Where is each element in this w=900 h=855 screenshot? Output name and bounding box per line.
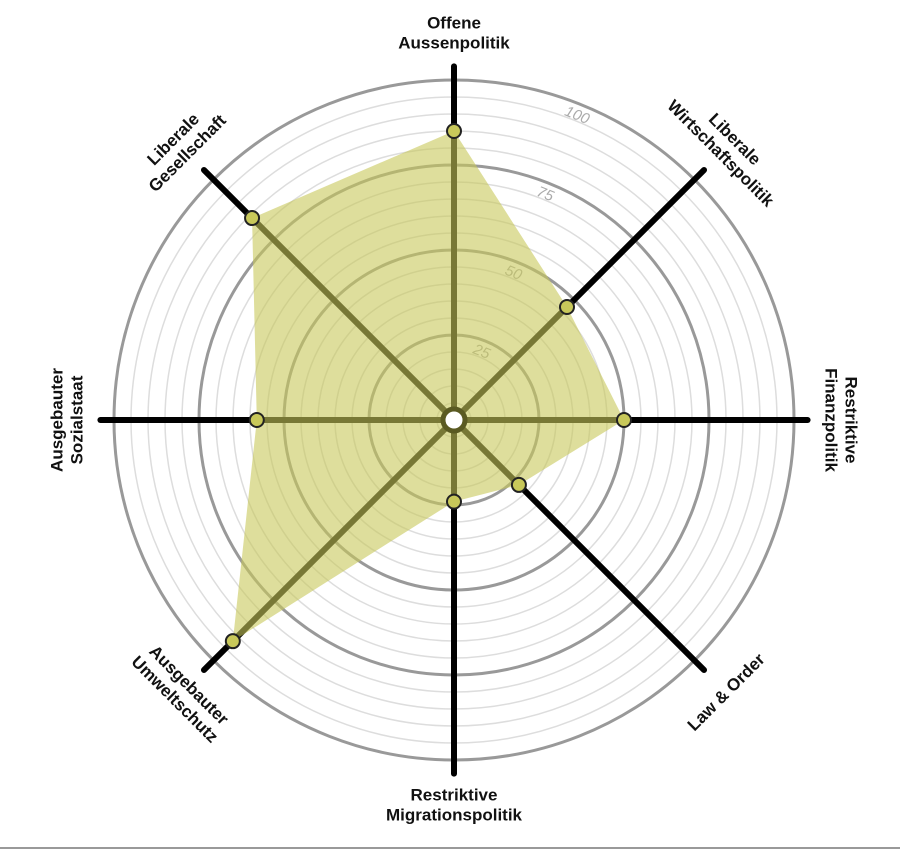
data-point	[244, 210, 261, 227]
data-point	[558, 299, 575, 316]
data-point	[248, 412, 265, 428]
axis-label-line: Sozialstaat	[67, 375, 86, 464]
axis-label-line: Finanzpolitik	[822, 368, 841, 472]
axis-label-line: Restriktive	[842, 377, 861, 464]
data-point	[616, 412, 632, 428]
axis-label-line: Offene	[427, 13, 481, 32]
axis-label-line: Migrationspolitik	[386, 805, 523, 824]
data-area	[232, 131, 624, 642]
axis-label: Ausgebauter Sozialstaat	[47, 368, 86, 472]
axis-label-line: Restriktive	[411, 785, 498, 804]
axis-label-line: Ausgebauter	[47, 368, 66, 472]
axis-label-line: Aussenpolitik	[398, 33, 510, 52]
data-point	[446, 123, 462, 139]
center	[440, 406, 468, 434]
data-point	[224, 633, 241, 650]
data-point	[510, 476, 527, 493]
r-tick-label: 75	[534, 183, 556, 205]
data-point	[446, 493, 462, 510]
